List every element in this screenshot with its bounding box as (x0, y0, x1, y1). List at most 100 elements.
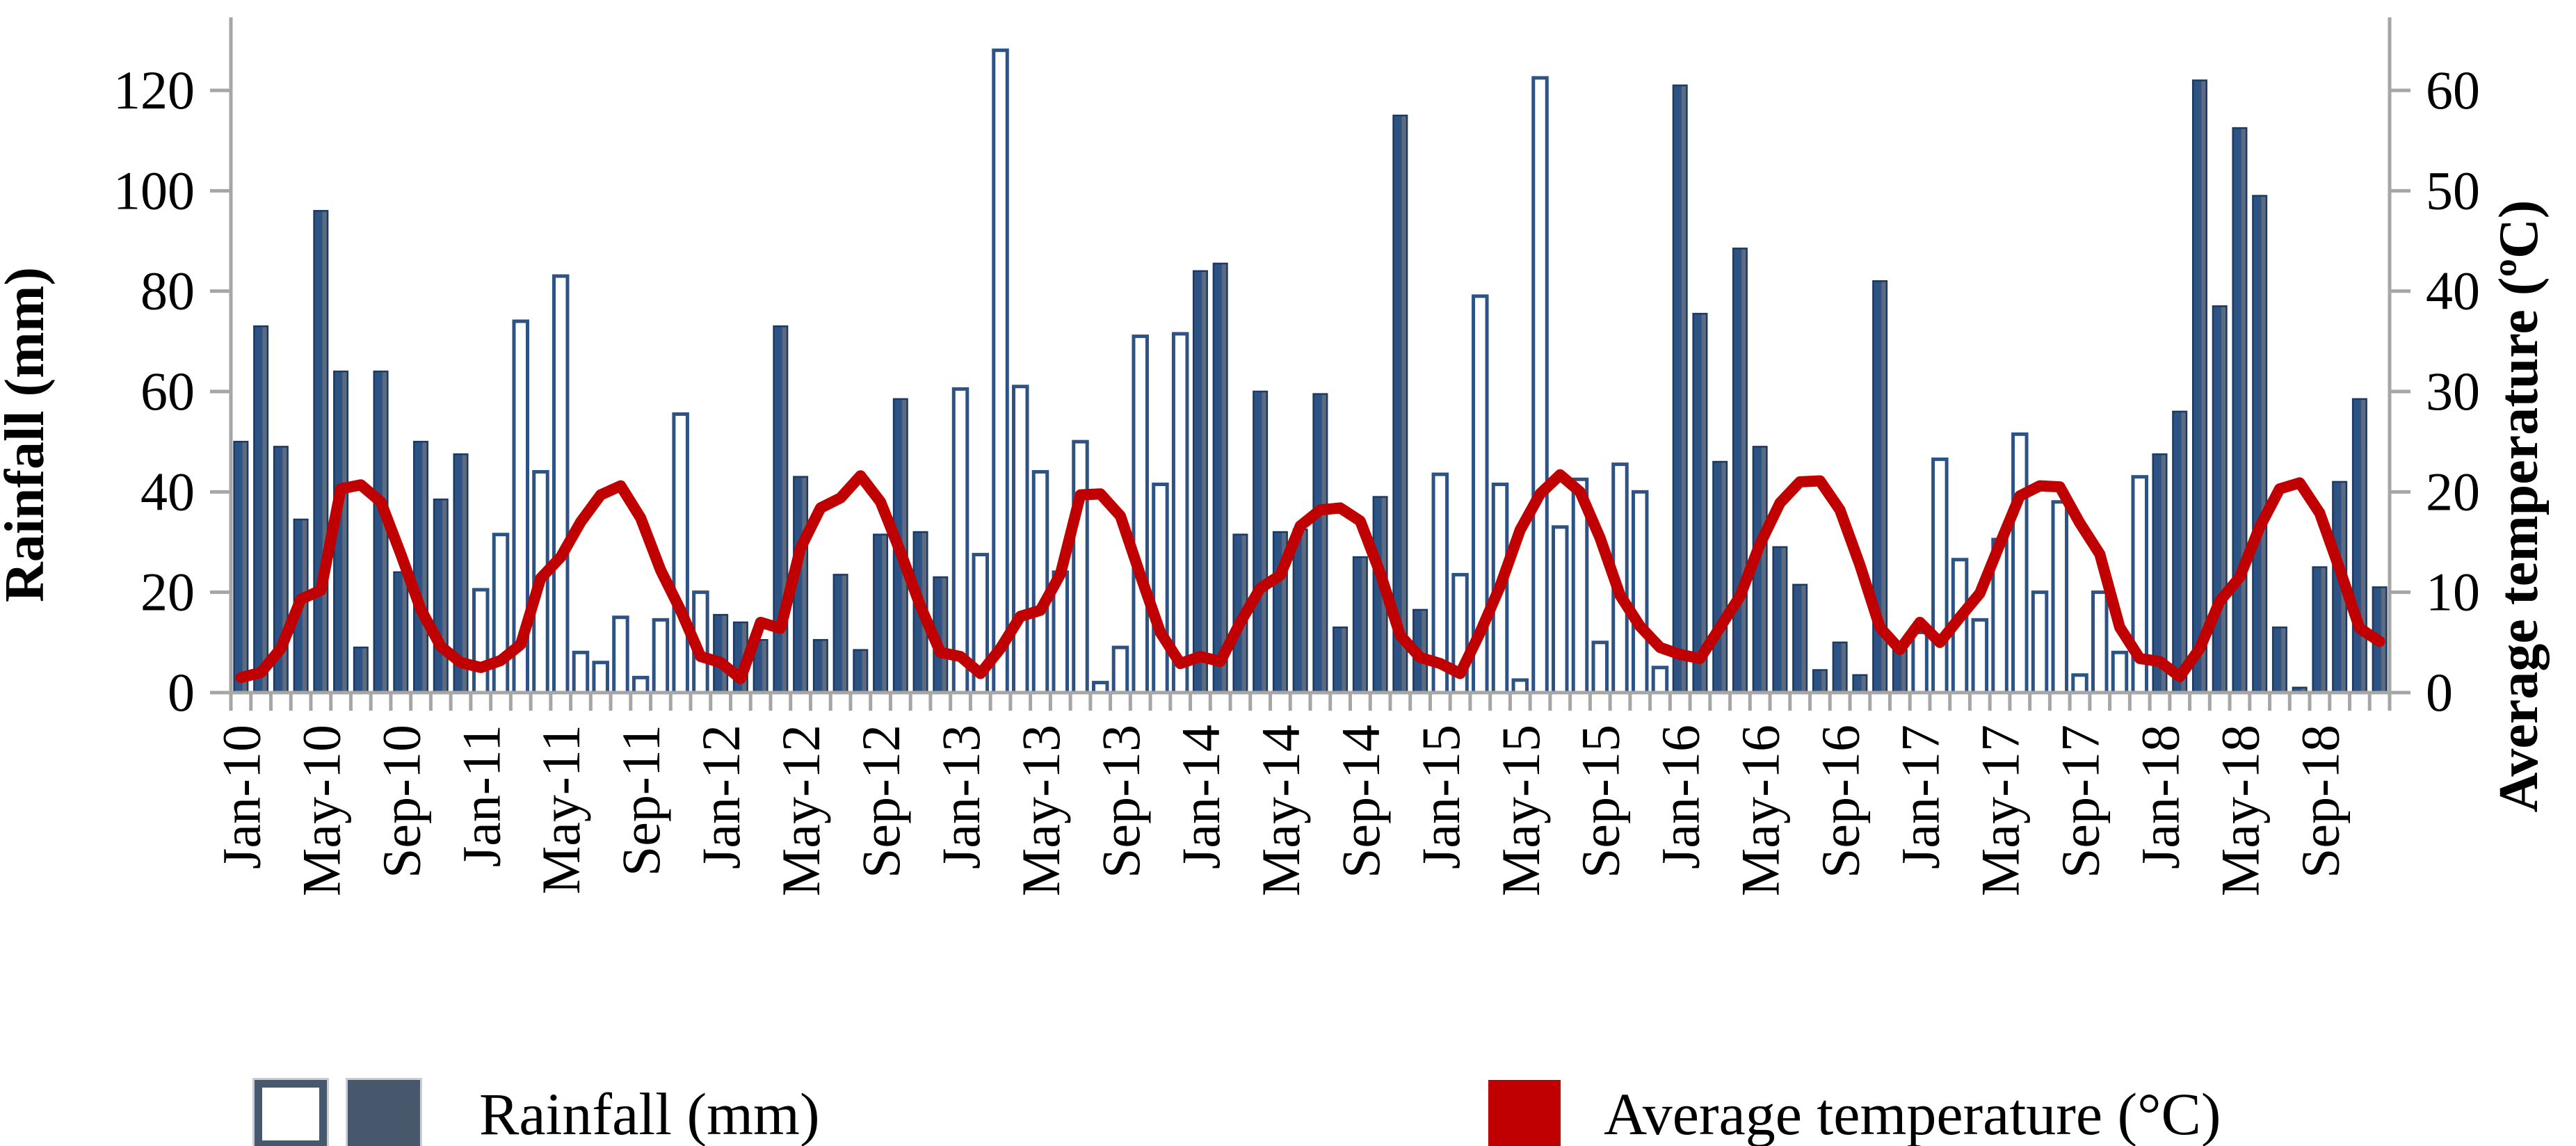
rain-bar-Jun-15 (1531, 76, 1549, 695)
rain-bar-Jan-16 (1672, 84, 1688, 694)
rain-bar-Apr-12 (773, 325, 789, 694)
rain-bar-Feb-11 (492, 533, 510, 695)
legend-rainfall: Rainfall (mm) (255, 1079, 820, 1146)
rain-bar-Jun-11 (572, 650, 590, 695)
left-axis-tick-label: 100 (113, 160, 195, 220)
rain-bar-Oct-10 (413, 440, 429, 694)
rain-bar-Jan-10 (233, 440, 249, 694)
x-tick-label: Sep-18 (2289, 725, 2350, 878)
x-tick-label: May-10 (291, 725, 351, 896)
right-axis-tick-label: 30 (2426, 361, 2480, 421)
rain-bar-Apr-14 (1253, 390, 1269, 694)
rain-bar-Sep-14 (1352, 556, 1368, 694)
rain-bar-Feb-18 (2172, 410, 2188, 694)
x-tick-label: Sep-10 (371, 725, 431, 878)
right-axis-tick-label: 10 (2426, 562, 2480, 622)
legend-label-temperature: Average temperature (°C) (1604, 1081, 2221, 1146)
right-axis-tick-label: 50 (2426, 160, 2480, 220)
x-tick-label: Jan-15 (1410, 725, 1471, 869)
rain-bar-Sep-15 (1591, 640, 1609, 695)
rain-bar-Sep-18 (2312, 566, 2328, 694)
rain-bar-Apr-17 (1971, 618, 1989, 695)
rain-bar-Jul-14 (1312, 393, 1328, 694)
rain-bar-Jan-17 (1911, 630, 1929, 695)
x-tick-label: Sep-17 (2050, 725, 2111, 878)
x-tick-label: Sep-11 (611, 725, 671, 876)
x-tick-label: May-17 (1970, 725, 2031, 896)
rain-bar-Jan-12 (713, 613, 729, 694)
x-tick-label: Jan-11 (451, 725, 511, 867)
rain-bar-Jul-16 (1792, 583, 1808, 694)
rain-bar-Sep-13 (1111, 645, 1129, 695)
left-axis-tick-label: 0 (168, 662, 195, 723)
legend-swatch-rainfall-filled (348, 1080, 420, 1146)
rain-bar-May-13 (1031, 469, 1049, 695)
right-axis-tick-label: 20 (2426, 461, 2480, 522)
rain-bar-Aug-17 (2051, 500, 2069, 695)
rain-bar-Dec-16 (1892, 649, 1908, 694)
rain-bar-May-15 (1511, 678, 1529, 695)
rain-bar-Oct-16 (1852, 674, 1868, 694)
rain-bar-Nov-10 (433, 498, 449, 694)
rain-bar-Jun-17 (2011, 432, 2029, 695)
temperature-line (235, 469, 2385, 684)
rain-bar-Feb-16 (1692, 312, 1708, 694)
x-tick-label: Jan-17 (1890, 725, 1951, 869)
right-axis-tick-label: 40 (2426, 261, 2480, 321)
rain-bar-Jun-12 (812, 638, 828, 694)
rain-bar-Apr-18 (2212, 305, 2228, 694)
x-tick-label: Sep-12 (851, 725, 911, 878)
rain-bar-Jun-14 (1292, 528, 1308, 694)
x-tick-label: May-15 (1490, 725, 1551, 896)
rain-bar-Jul-18 (2271, 626, 2287, 694)
right-axis-tick-label: 60 (2426, 60, 2480, 120)
x-tick-label: Jan-18 (2130, 725, 2190, 869)
x-tick-label: Jan-16 (1650, 725, 1711, 869)
rain-bar-Sep-10 (393, 571, 409, 694)
rain-bar-Jan-13 (951, 387, 969, 695)
rain-bar-Oct-13 (1132, 334, 1149, 695)
rain-bar-Aug-14 (1333, 626, 1349, 694)
x-tick-label: May-11 (531, 725, 591, 894)
x-tick-label: May-16 (1730, 725, 1791, 896)
rain-bar-Feb-14 (1212, 262, 1228, 694)
x-tick-label: May-14 (1250, 725, 1311, 896)
rain-bar-Nov-13 (1152, 483, 1169, 695)
left-axis-tick-label: 60 (140, 361, 195, 421)
x-tick-label: Sep-14 (1330, 725, 1391, 878)
rain-bar-Aug-12 (853, 649, 869, 694)
rain-bar-Jul-15 (1552, 525, 1569, 695)
rain-bar-Dec-13 (1171, 332, 1189, 695)
rain-bar-Mar-18 (2191, 79, 2207, 694)
rain-bar-Nov-11 (672, 412, 689, 695)
rain-bar-Sep-11 (631, 675, 650, 695)
x-tick-label: May-12 (771, 725, 831, 896)
rain-bar-May-10 (313, 209, 329, 694)
rain-bar-Oct-17 (2091, 590, 2109, 695)
rain-bar-Jul-12 (832, 574, 848, 694)
rain-bar-Feb-17 (1931, 457, 1949, 695)
rain-bar-Feb-10 (253, 325, 269, 694)
x-tick-label: Jan-14 (1170, 725, 1231, 869)
rain-bar-Sep-16 (1832, 641, 1848, 694)
rain-bar-Jul-13 (1072, 439, 1089, 695)
rain-bar-Jul-17 (2031, 590, 2049, 695)
legend-temperature: Average temperature (°C) (1488, 1079, 2221, 1146)
rain-bar-Oct-11 (652, 618, 670, 695)
rain-bar-Jul-11 (592, 661, 609, 695)
legend-swatch-rainfall-outlined (255, 1080, 327, 1146)
rain-bar-Nov-17 (2111, 650, 2129, 695)
left-axis-tick-label: 120 (113, 60, 195, 120)
rain-bar-Jun-16 (1772, 546, 1788, 694)
x-tick-label: Sep-13 (1090, 725, 1151, 878)
rain-bar-Jul-10 (353, 646, 369, 694)
left-axis-title: Rainfall (mm) (0, 267, 56, 602)
right-axis-tick-label: 0 (2426, 662, 2453, 723)
x-tick-label: Sep-16 (1810, 725, 1871, 878)
rain-bar-Jan-14 (1192, 270, 1208, 694)
rain-bar-Jan-11 (472, 588, 490, 695)
legend-label-rainfall: Rainfall (mm) (479, 1081, 820, 1146)
right-axis-title: Average temperature (ºC) (2488, 200, 2550, 813)
